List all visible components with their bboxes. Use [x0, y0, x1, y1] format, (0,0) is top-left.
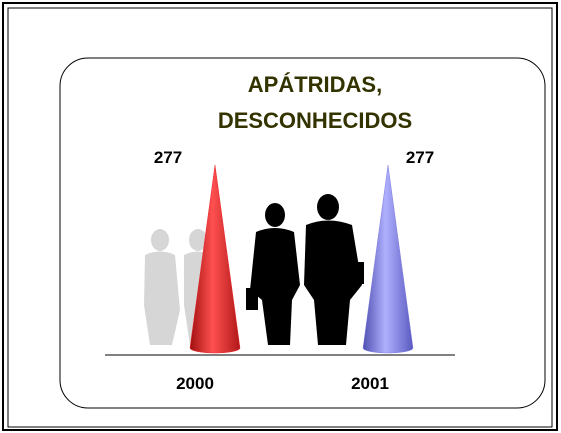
chart: APÁTRIDAS, DESCONHECIDOS 277 2000 277 2001	[0, 0, 561, 433]
x-tick-label: 2000	[176, 374, 214, 393]
data-label: 277	[154, 148, 182, 167]
data-label: 277	[406, 148, 434, 167]
chart-title: DESCONHECIDOS	[218, 108, 412, 133]
chart-title: APÁTRIDAS,	[248, 72, 382, 97]
x-tick-label: 2001	[351, 374, 389, 393]
